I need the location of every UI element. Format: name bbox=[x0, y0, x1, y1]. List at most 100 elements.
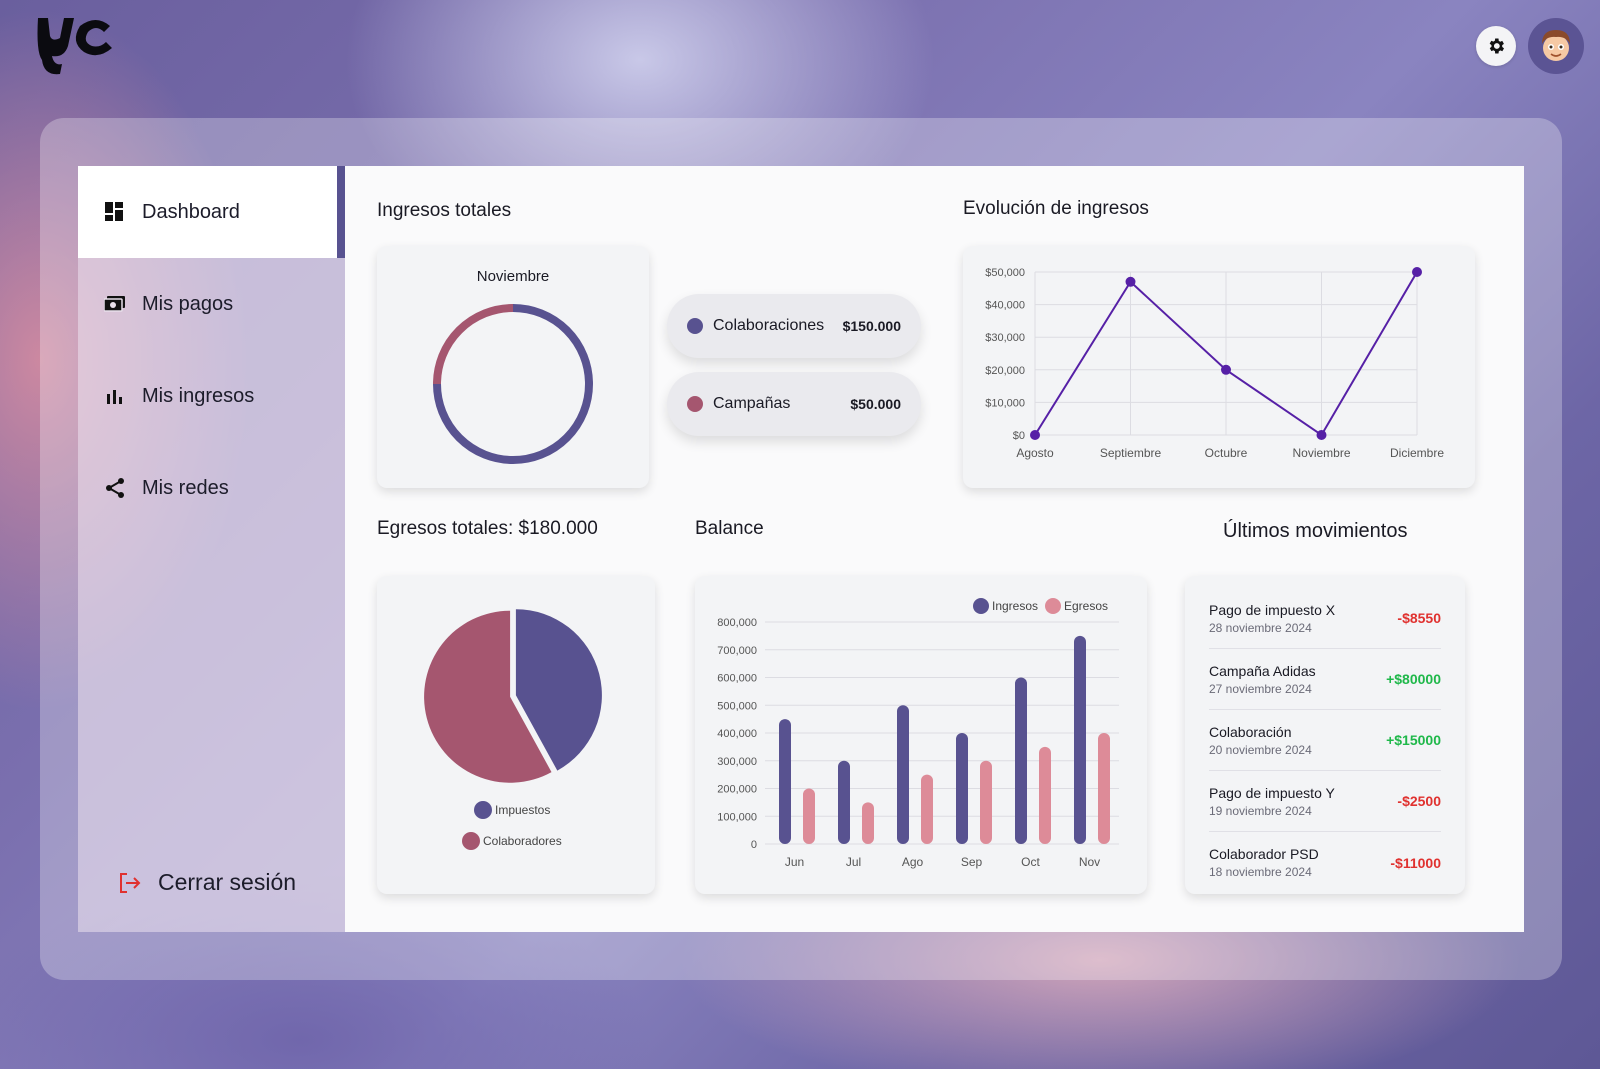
x-tick-label: Jun bbox=[785, 855, 804, 869]
dashboard-icon bbox=[104, 201, 126, 223]
egresos-pie-card: Impuestos Colaboradores bbox=[377, 576, 655, 894]
legend-label: Impuestos bbox=[495, 803, 550, 817]
sidebar-item-dashboard[interactable]: Dashboard bbox=[78, 166, 345, 258]
balance-bar-chart: 0 100,000 200,000 300,000 400,000 500,000 600,… bbox=[717, 598, 1119, 869]
dashboard-main: Ingresos totales Noviembre Colaboracione… bbox=[345, 166, 1524, 932]
movement-row[interactable]: Pago de impuesto X 28 noviembre 2024 -$855… bbox=[1209, 588, 1441, 649]
sidebar: Dashboard Mis pagos Mis ingresos Mis red… bbox=[78, 166, 345, 932]
legend-label: Colaboradores bbox=[483, 834, 562, 848]
y-tick-label: 700,000 bbox=[717, 645, 757, 657]
user-avatar[interactable] bbox=[1528, 18, 1584, 74]
sidebar-item-mis-redes[interactable]: Mis redes bbox=[78, 442, 345, 534]
sidebar-item-mis-pagos[interactable]: Mis pagos bbox=[78, 258, 345, 350]
movement-row[interactable]: Colaborador PSD 18 noviembre 2024 -$11000 bbox=[1209, 832, 1441, 893]
logout-button[interactable]: Cerrar sesión bbox=[118, 869, 296, 896]
movement-date: 18 noviembre 2024 bbox=[1209, 865, 1312, 879]
bar[interactable] bbox=[803, 788, 815, 845]
balance-title: Balance bbox=[695, 518, 764, 539]
movement-title: Pago de impuesto X bbox=[1209, 601, 1336, 618]
legend-dot bbox=[687, 318, 703, 334]
pill-label: Campañas bbox=[713, 395, 791, 412]
bar[interactable] bbox=[1039, 746, 1051, 844]
logo-icon bbox=[37, 18, 112, 75]
data-point[interactable] bbox=[1412, 267, 1422, 277]
y-tick-label: 600,000 bbox=[717, 673, 757, 685]
egresos-title: Egresos totales: $180.000 bbox=[377, 518, 598, 539]
bar[interactable] bbox=[956, 733, 968, 844]
y-tick-label: 500,000 bbox=[717, 700, 757, 712]
y-tick-label: $0 bbox=[1013, 430, 1025, 442]
movement-date: 19 noviembre 2024 bbox=[1209, 803, 1312, 818]
y-tick-label: $50,000 bbox=[985, 267, 1025, 279]
pie-slice[interactable] bbox=[424, 610, 552, 783]
bar[interactable] bbox=[779, 719, 791, 844]
y-tick-label: $40,000 bbox=[985, 300, 1025, 312]
movement-date: 20 noviembre 2024 bbox=[1209, 742, 1312, 757]
share-icon bbox=[104, 477, 126, 499]
x-tick-label: Diciembre bbox=[1390, 446, 1444, 460]
movimientos-title: Últimos movimientos bbox=[1223, 520, 1408, 542]
legend-pill-campanas: Campañas $50.000 bbox=[667, 372, 921, 436]
sidebar-item-label: Mis redes bbox=[142, 476, 229, 499]
ingresos-donut-card: Noviembre bbox=[377, 246, 649, 488]
pie-slice[interactable] bbox=[515, 609, 602, 771]
pill-amount: $150.000 bbox=[842, 318, 901, 334]
logout-icon bbox=[120, 872, 141, 893]
y-tick-label: 400,000 bbox=[717, 728, 757, 740]
movement-amount: +$15000 bbox=[1386, 732, 1441, 748]
movement-date: 28 noviembre 2024 bbox=[1209, 620, 1312, 635]
avatar-icon bbox=[1542, 30, 1570, 61]
x-tick-label: Agosto bbox=[1016, 446, 1054, 460]
logout-label: Cerrar sesión bbox=[158, 869, 297, 895]
bar[interactable] bbox=[980, 760, 992, 844]
movement-title: Colaborador PSD bbox=[1209, 846, 1319, 862]
evolucion-title: Evolución de ingresos bbox=[963, 198, 1149, 219]
movement-info: Colaborador PSD 18 noviembre 2024 bbox=[1209, 846, 1319, 879]
bar[interactable] bbox=[1074, 635, 1086, 844]
sidebar-item-mis-ingresos[interactable]: Mis ingresos bbox=[78, 350, 345, 442]
legend-swatch bbox=[474, 801, 492, 819]
pill-label: Colaboraciones bbox=[713, 317, 825, 334]
movement-info: Colaboración 20 noviembre 2024 bbox=[1209, 724, 1312, 757]
sidebar-item-label: Mis pagos bbox=[142, 292, 234, 315]
donut-slice bbox=[433, 304, 593, 464]
movement-info: Campaña Adidas 27 noviembre 2024 bbox=[1209, 663, 1316, 696]
bar[interactable] bbox=[921, 774, 933, 844]
y-tick-label: 800,000 bbox=[717, 617, 757, 629]
movement-row[interactable]: Campaña Adidas 27 noviembre 2024 +$80000 bbox=[1209, 649, 1441, 710]
bar[interactable] bbox=[838, 760, 850, 844]
top-actions bbox=[1476, 18, 1584, 74]
data-point[interactable] bbox=[1316, 430, 1327, 440]
movement-row[interactable]: Colaboración 20 noviembre 2024 +$15000 bbox=[1209, 710, 1441, 771]
x-tick-label: Oct bbox=[1021, 855, 1040, 869]
movement-title: Colaboración bbox=[1209, 723, 1292, 740]
y-tick-label: 100,000 bbox=[717, 811, 757, 823]
legend-swatch bbox=[1045, 598, 1061, 614]
gear-icon bbox=[1489, 38, 1504, 54]
sidebar-item-label: Mis ingresos bbox=[142, 384, 255, 407]
x-tick-label: Septiembre bbox=[1100, 446, 1162, 460]
legend-label: Ingresos bbox=[992, 599, 1038, 613]
legend-label: Egresos bbox=[1064, 599, 1108, 613]
legend-swatch bbox=[973, 598, 989, 614]
legend-dot bbox=[687, 396, 703, 412]
egresos-pie-chart: Impuestos Colaboradores bbox=[424, 609, 602, 850]
balance-bar-card: 0 100,000 200,000 300,000 400,000 500,000 600,… bbox=[695, 576, 1147, 894]
movement-row[interactable]: Pago de impuesto Y 19 noviembre 2024 -$250… bbox=[1209, 771, 1441, 832]
y-tick-label: $10,000 bbox=[985, 397, 1025, 409]
bar[interactable] bbox=[1015, 677, 1027, 845]
bar[interactable] bbox=[862, 802, 874, 844]
data-point[interactable] bbox=[1030, 430, 1040, 440]
evolucion-line-chart: $0 $10,000 $20,000 $30,000 $40,000 $50,000 Ago… bbox=[985, 267, 1444, 460]
data-point[interactable] bbox=[1125, 276, 1136, 287]
settings-button[interactable] bbox=[1476, 26, 1516, 66]
x-tick-label: Jul bbox=[846, 855, 861, 869]
bar[interactable] bbox=[897, 705, 909, 844]
donut-slice bbox=[433, 304, 514, 385]
movement-amount: -$2500 bbox=[1397, 793, 1441, 809]
bar[interactable] bbox=[1098, 733, 1110, 844]
brand-logo[interactable] bbox=[34, 12, 114, 80]
evolucion-line-card: $0 $10,000 $20,000 $30,000 $40,000 $50,000 Ago… bbox=[963, 246, 1475, 488]
data-point[interactable] bbox=[1221, 364, 1231, 375]
movement-amount: +$80000 bbox=[1386, 671, 1441, 687]
